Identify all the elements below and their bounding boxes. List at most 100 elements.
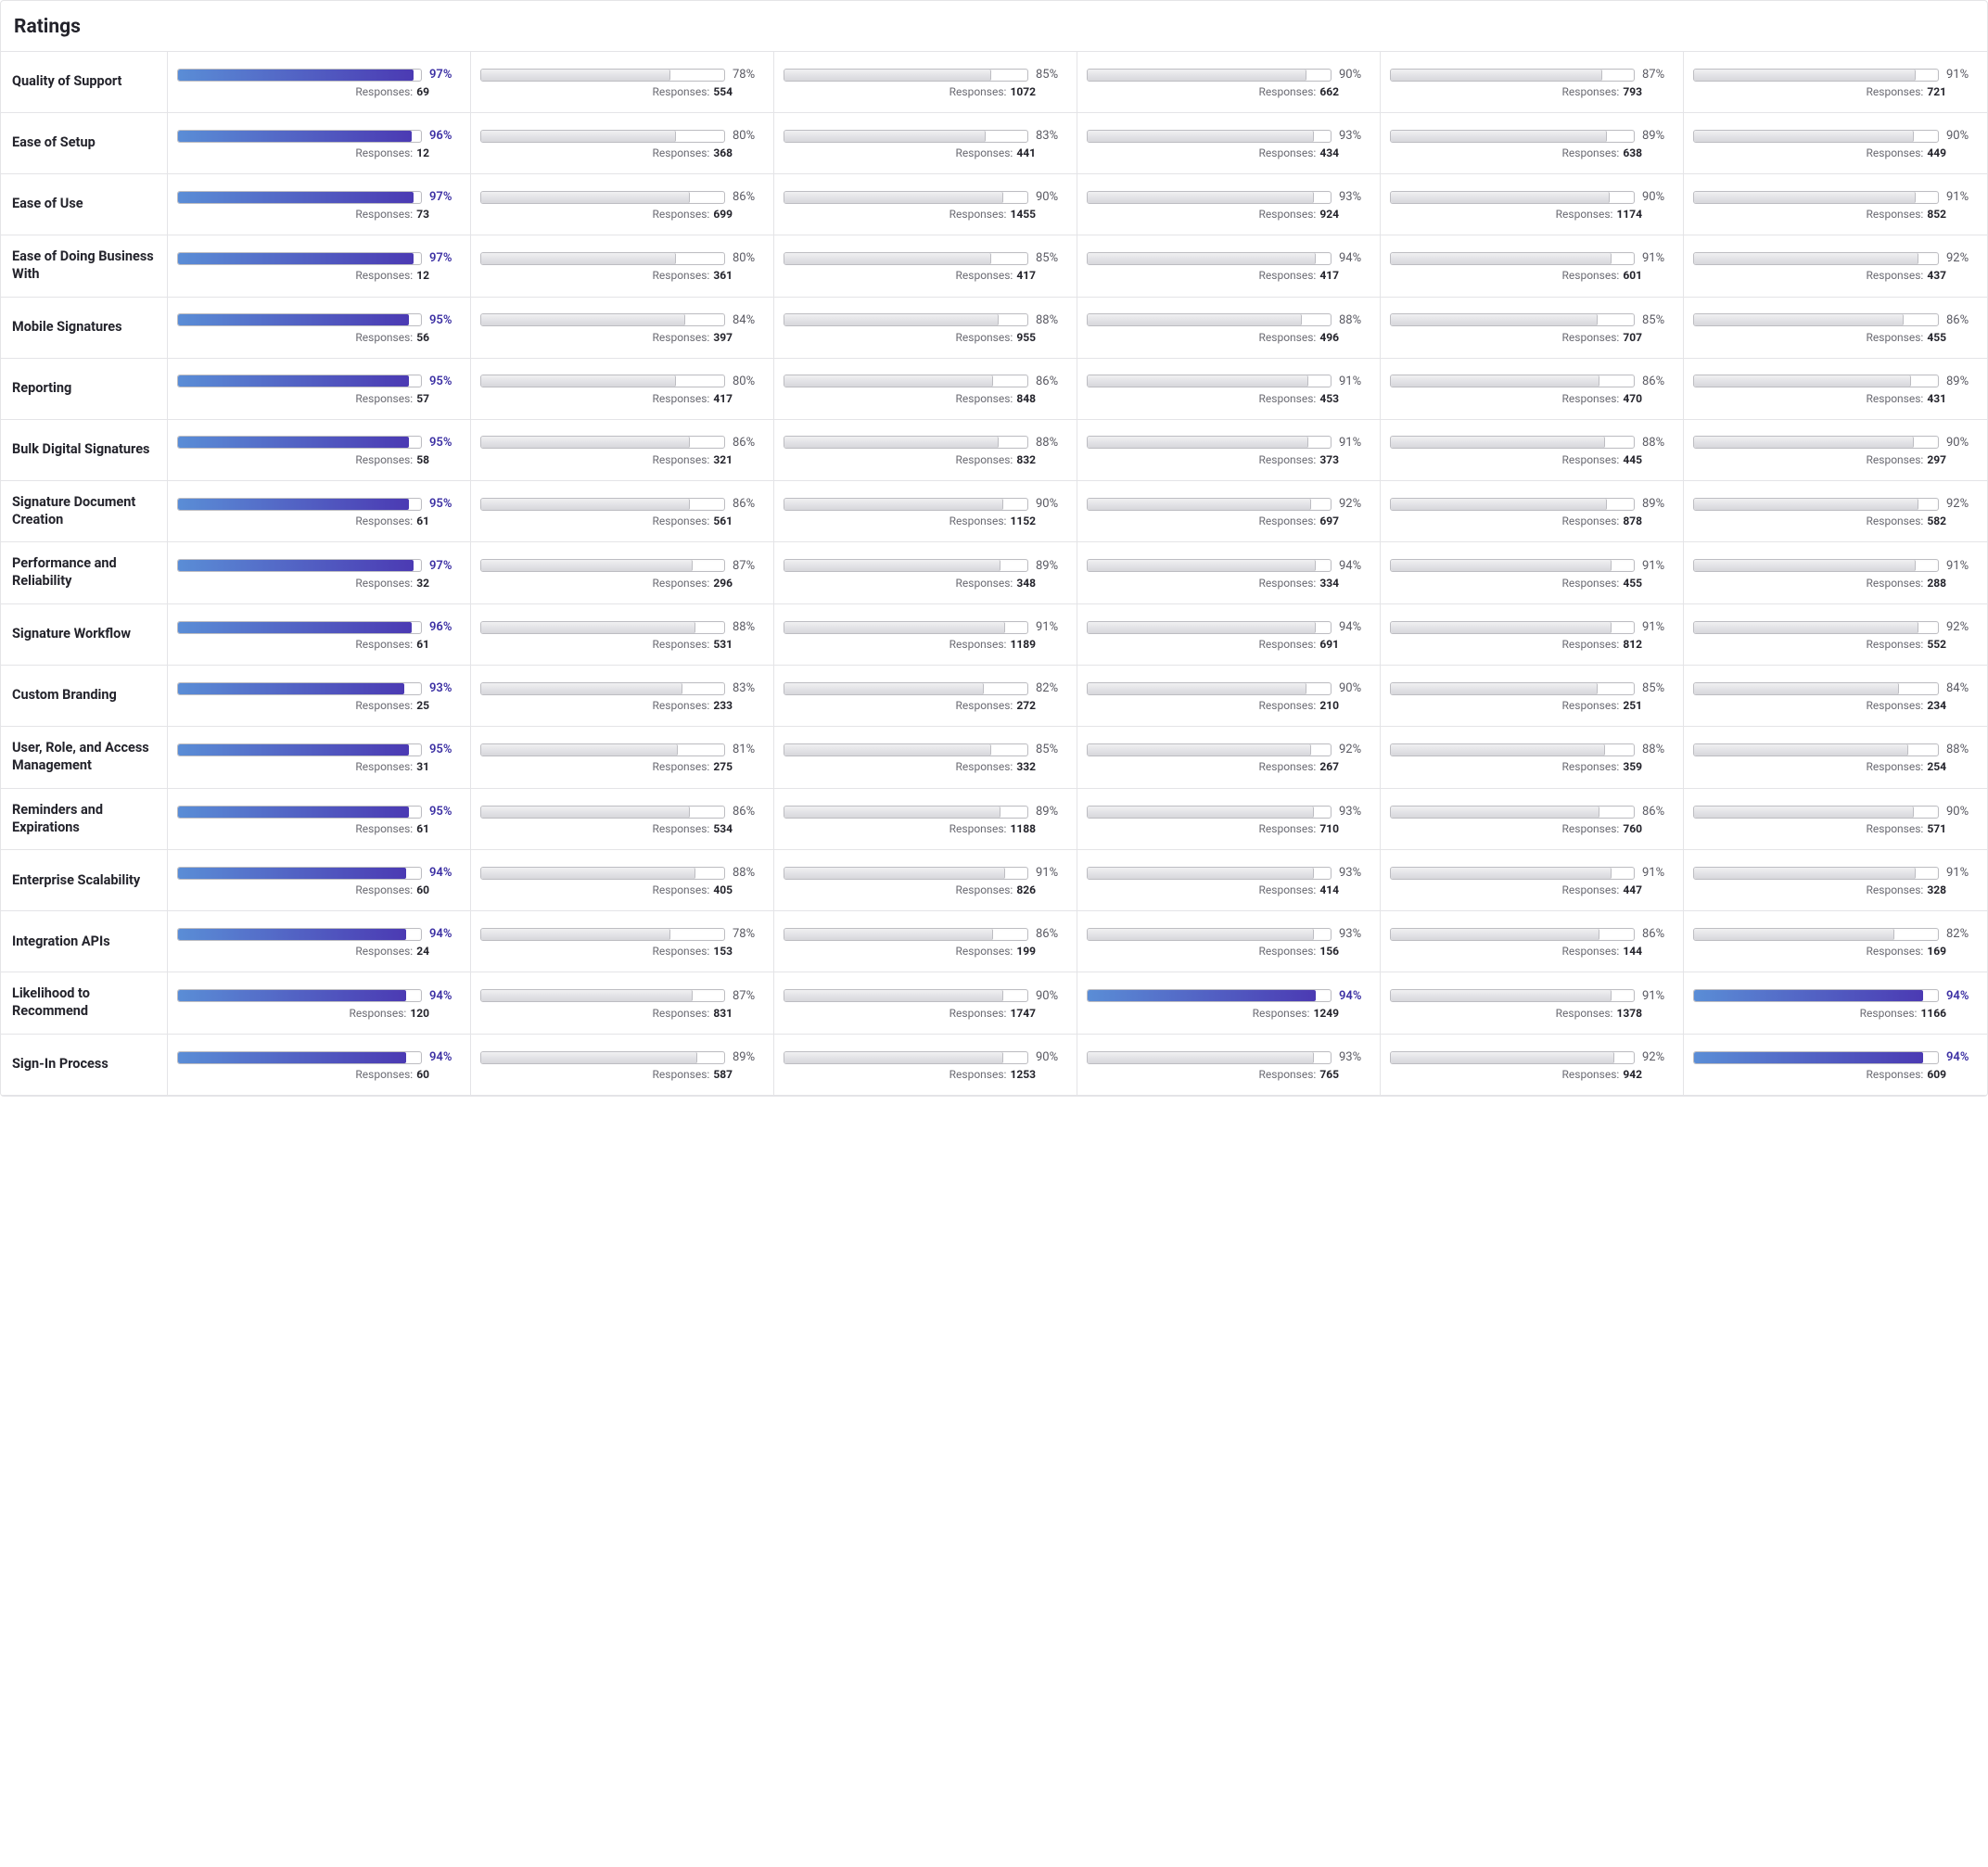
responses-label: Responses: [1867, 331, 1924, 344]
rating-bar-track [1390, 313, 1635, 326]
responses-label: Responses: [1867, 699, 1924, 712]
rating-bar-fill [1391, 375, 1599, 387]
rating-bar-row: 92% [1087, 743, 1370, 756]
responses-count: 417 [1319, 269, 1339, 282]
rating-bar-row: 93% [1087, 129, 1370, 143]
rating-bar-track [480, 498, 725, 511]
rating-pct: 95% [429, 743, 461, 756]
rating-responses: Responses:56 [177, 331, 461, 344]
rating-cell: 88%Responses:405 [471, 850, 774, 911]
rating-pct: 89% [733, 1050, 764, 1064]
rating-bar-track [480, 559, 725, 572]
rating-bar-fill [784, 868, 1005, 879]
rating-bar-track [177, 130, 422, 143]
rating-responses: Responses:601 [1390, 269, 1674, 282]
rating-cell: 87%Responses:296 [471, 542, 774, 604]
rating-bar-fill [178, 929, 406, 940]
rating-bar-row: 90% [1693, 436, 1978, 450]
rating-cell: 83%Responses:233 [471, 666, 774, 727]
rating-cell: 91%Responses:812 [1381, 604, 1684, 666]
responses-label: Responses: [1562, 146, 1620, 159]
responses-label: Responses: [355, 638, 413, 651]
responses-label: Responses: [1867, 760, 1924, 773]
rating-cell: 80%Responses:361 [471, 235, 774, 298]
rating-pct: 91% [1946, 866, 1978, 880]
rating-bar-fill [1694, 131, 1914, 142]
responses-count: 267 [1319, 760, 1339, 773]
rating-responses: Responses:359 [1390, 760, 1674, 773]
rating-cell: 92%Responses:267 [1077, 727, 1381, 789]
rating-bar-fill [1694, 622, 1918, 633]
rating-cell: 91% Responses:601 [1381, 235, 1684, 298]
rating-bar-fill [1391, 1052, 1614, 1063]
responses-label: Responses: [1259, 699, 1317, 712]
rating-cell: 86%Responses:760 [1381, 789, 1684, 851]
rating-bar-fill [784, 806, 1000, 818]
rating-cell: 88%Responses:955 [774, 298, 1077, 359]
rating-cell: 97%Responses:32 [168, 542, 471, 604]
rating-responses: Responses:254 [1693, 760, 1978, 773]
rating-bar-track [1390, 989, 1635, 1002]
rating-pct: 90% [1946, 129, 1978, 143]
rating-bar-row: 86% [1390, 805, 1674, 819]
ratings-header: Ratings [1, 1, 1987, 52]
rating-bar-row: 86% [480, 436, 764, 450]
rating-bar-fill [481, 375, 676, 387]
rating-responses: Responses:1188 [784, 822, 1067, 835]
responses-count: 434 [1319, 146, 1339, 159]
responses-label: Responses: [1562, 453, 1620, 466]
responses-label: Responses: [956, 577, 1013, 590]
rating-bar-fill [784, 622, 1005, 633]
responses-count: 449 [1927, 146, 1946, 159]
rating-bar-fill [1391, 683, 1598, 694]
rating-cell: 80%Responses:417 [471, 359, 774, 420]
rating-responses: Responses:414 [1087, 883, 1370, 896]
responses-label: Responses: [653, 453, 710, 466]
rating-bar-fill [1088, 131, 1314, 142]
responses-label: Responses: [949, 638, 1007, 651]
rating-bar-row: 81% [480, 743, 764, 756]
rating-responses: Responses:31 [177, 760, 461, 773]
responses-label: Responses: [653, 269, 710, 282]
rating-pct: 90% [1036, 497, 1067, 511]
rating-bar-row: 93% [177, 681, 461, 695]
rating-bar-fill [1694, 499, 1918, 510]
rating-responses: Responses:431 [1693, 392, 1978, 405]
responses-count: 1253 [1010, 1068, 1036, 1081]
rating-cell: 94%Responses:334 [1077, 542, 1381, 604]
rating-bar-track [784, 375, 1028, 387]
rating-bar-track [784, 69, 1028, 82]
rating-pct: 95% [429, 313, 461, 327]
rating-bar-row: 91% [1390, 251, 1674, 265]
rating-bar-fill [481, 192, 690, 203]
rating-bar-fill [481, 1052, 697, 1063]
rating-bar-row: 94% [1693, 1050, 1978, 1064]
rating-row-label: Performance and Reliability [1, 542, 168, 604]
rating-responses: Responses:793 [1390, 85, 1674, 98]
responses-label: Responses: [956, 699, 1013, 712]
rating-cell: 81%Responses:275 [471, 727, 774, 789]
responses-count: 199 [1016, 945, 1036, 958]
rating-pct: 91% [1946, 559, 1978, 573]
rating-bar-fill [178, 990, 406, 1001]
rating-responses: Responses:321 [480, 453, 764, 466]
rating-bar-row: 82% [1693, 927, 1978, 941]
rating-pct: 78% [733, 68, 764, 82]
rating-cell: 85%Responses:417 [774, 235, 1077, 298]
rating-bar-track [177, 928, 422, 941]
rating-pct: 88% [733, 866, 764, 880]
rating-bar-fill [1694, 437, 1914, 448]
rating-bar-fill [1088, 929, 1314, 940]
rating-bar-track [177, 806, 422, 819]
rating-cell: 89%Responses:1188 [774, 789, 1077, 851]
rating-cell: 78%Responses:554 [471, 52, 774, 113]
rating-bar-track [1087, 313, 1332, 326]
responses-count: 638 [1623, 146, 1642, 159]
rating-row-label: Likelihood to Recommend [1, 972, 168, 1035]
ratings-title: Ratings [14, 16, 1974, 38]
rating-pct: 88% [1642, 743, 1674, 756]
responses-label: Responses: [355, 146, 413, 159]
responses-count: 721 [1927, 85, 1946, 98]
responses-label: Responses: [1259, 945, 1317, 958]
rating-bar-track [1087, 559, 1332, 572]
